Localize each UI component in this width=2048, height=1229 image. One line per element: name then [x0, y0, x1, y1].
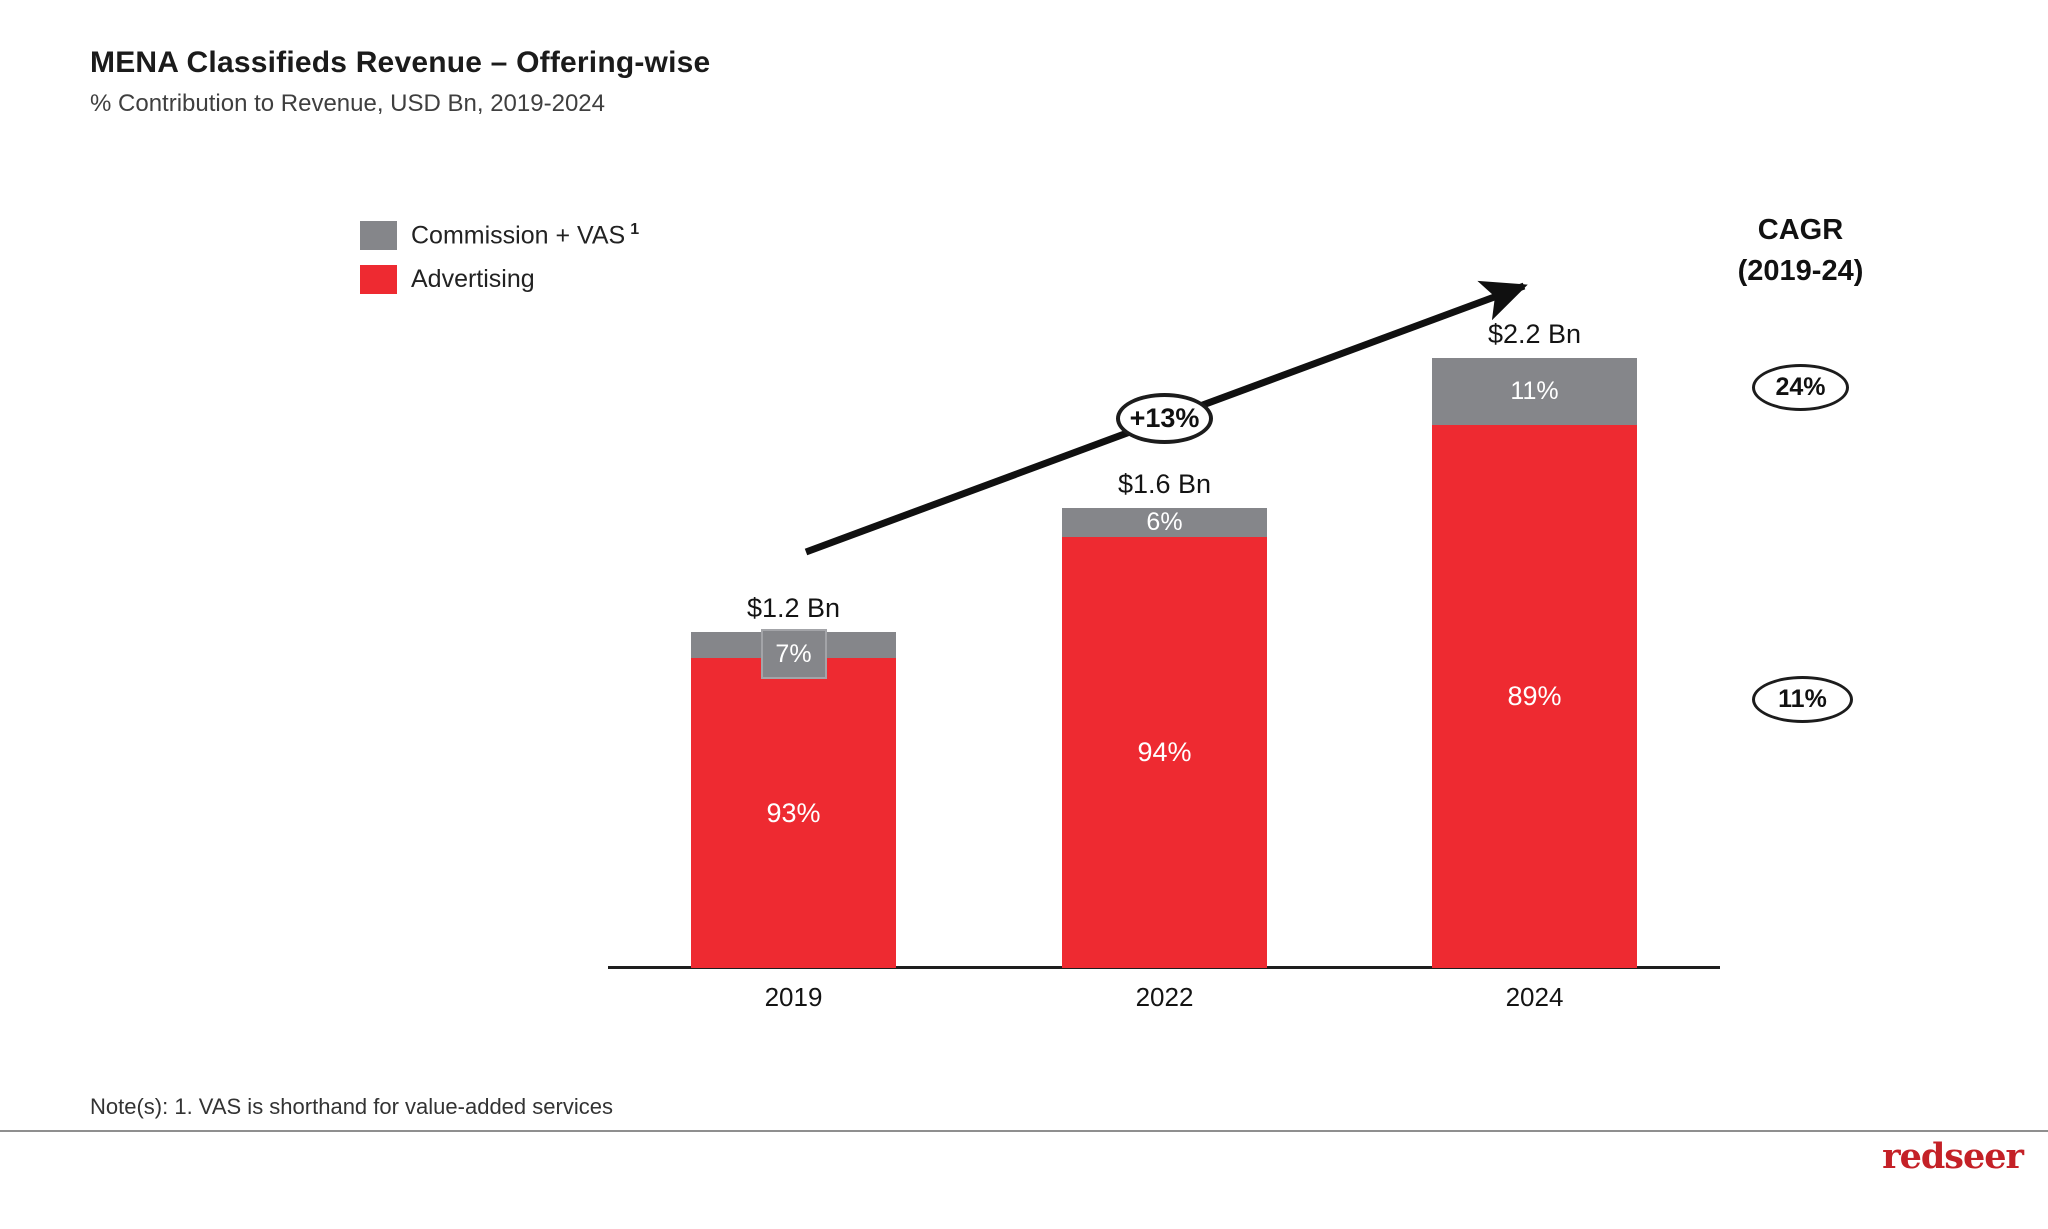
bar-segment-commission-vas: 11% [1432, 358, 1637, 425]
bar-segment-advertising: 94% [1062, 537, 1267, 968]
x-axis-label-2019: 2019 [764, 982, 823, 1012]
bar-2019: 93% [691, 632, 896, 968]
advertising-swatch-icon [360, 265, 397, 295]
bar-total-label: $2.2 Bn [1487, 319, 1582, 349]
cagr-period: (2019-24) [1737, 255, 1864, 287]
bar-segment-advertising: 93% [691, 658, 896, 968]
bar-total-label: $1.2 Bn [746, 593, 841, 623]
chart-legend: Commission + VAS 1 Advertising [360, 221, 639, 309]
legend-label-commission-vas: Commission + VAS [411, 221, 626, 250]
footnote-marker: 1 [630, 221, 640, 238]
x-axis-label-2022: 2022 [1135, 982, 1194, 1012]
commission-vas-badge: 7% [760, 629, 827, 679]
redseer-logo: redseer [1882, 1136, 2024, 1177]
cagr-value-commission-vas: 24% [1752, 364, 1849, 411]
bar-total-label: $1.6 Bn [1117, 469, 1212, 499]
commission-vas-swatch-icon [360, 221, 397, 251]
cagr-value-advertising: 11% [1752, 676, 1853, 723]
bar-2024: 11% 89% [1432, 358, 1637, 968]
page-title: MENA Classifieds Revenue – Offering-wise [90, 46, 711, 79]
page-subtitle: % Contribution to Revenue, USD Bn, 2019-… [90, 90, 605, 117]
footer-divider [0, 1130, 2048, 1132]
cagr-title: CAGR [1757, 214, 1844, 246]
cagr-header: CAGR (2019-24) [1688, 210, 1913, 292]
bar-segment-commission-vas: 6% [1062, 508, 1267, 537]
growth-annotation: +13% [1116, 393, 1213, 444]
legend-label-advertising: Advertising [411, 265, 535, 294]
footnote: Note(s): 1. VAS is shorthand for value-a… [90, 1094, 613, 1119]
bar-2022: 6% 94% [1062, 508, 1267, 968]
header: MENA Classifieds Revenue – Offering-wise… [90, 46, 710, 118]
bar-segment-advertising: 89% [1432, 425, 1637, 968]
x-axis-label-2024: 2024 [1505, 982, 1564, 1012]
legend-item-commission-vas: Commission + VAS 1 [360, 221, 640, 251]
legend-item-advertising: Advertising [360, 265, 639, 295]
